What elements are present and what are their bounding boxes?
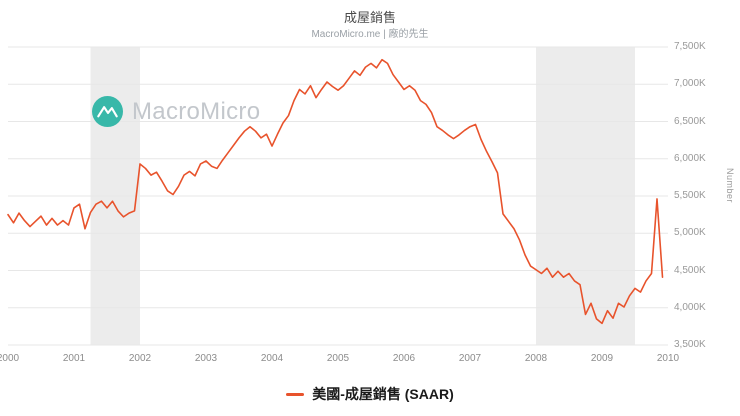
y-axis-tick-label: 7,000K xyxy=(674,78,706,90)
legend-line-swatch xyxy=(286,392,305,396)
mountain-glyph xyxy=(97,106,118,118)
legend-item-us-existing-home-sales[interactable]: 美國-成屋銷售 (SAAR) xyxy=(0,384,740,404)
x-axis-tick-label: 2000 xyxy=(0,353,20,364)
x-axis-tick-label: 2005 xyxy=(326,353,350,364)
y-axis-tick-label: 5,000K xyxy=(674,227,706,239)
x-axis-tick-label: 2009 xyxy=(590,353,614,364)
chart-subtitle: MacroMicro.me | 廠的先生 xyxy=(311,29,429,40)
x-axis-tick-label: 2010 xyxy=(656,353,680,364)
y-axis-tick-label: 4,000K xyxy=(674,301,706,313)
y-axis-tick-label: 4,500K xyxy=(674,264,706,276)
x-axis-tick-label: 2002 xyxy=(128,353,152,364)
chart-title: 成屋銷售 xyxy=(343,10,396,25)
series-line-us-existing-home-sales xyxy=(7,58,664,325)
y-axis-tick-label: 7,500K xyxy=(674,41,706,52)
x-axis-tick-label: 2001 xyxy=(62,353,86,364)
y-axis-tick-label: 3,500K xyxy=(674,339,706,350)
y-axis-tick-label: 6,000K xyxy=(674,152,706,164)
x-axis-tick-label: 2007 xyxy=(458,353,482,364)
legend-label: 美國-成屋銷售 (SAAR) xyxy=(312,386,454,402)
x-axis-tick-label: 2006 xyxy=(392,353,416,364)
y-axis-title: Number xyxy=(725,168,735,204)
macromicro-logo-icon xyxy=(92,96,123,127)
x-axis-tick-label: 2004 xyxy=(260,353,284,364)
x-axis-tick-label: 2008 xyxy=(524,353,548,364)
x-axis-tick-label: 2003 xyxy=(194,353,218,364)
y-axis-tick-label: 6,500K xyxy=(674,115,706,127)
watermark-brand: MacroMicro xyxy=(132,97,261,125)
y-axis-tick-label: 5,500K xyxy=(674,190,706,201)
watermark: MacroMicro xyxy=(92,96,260,127)
